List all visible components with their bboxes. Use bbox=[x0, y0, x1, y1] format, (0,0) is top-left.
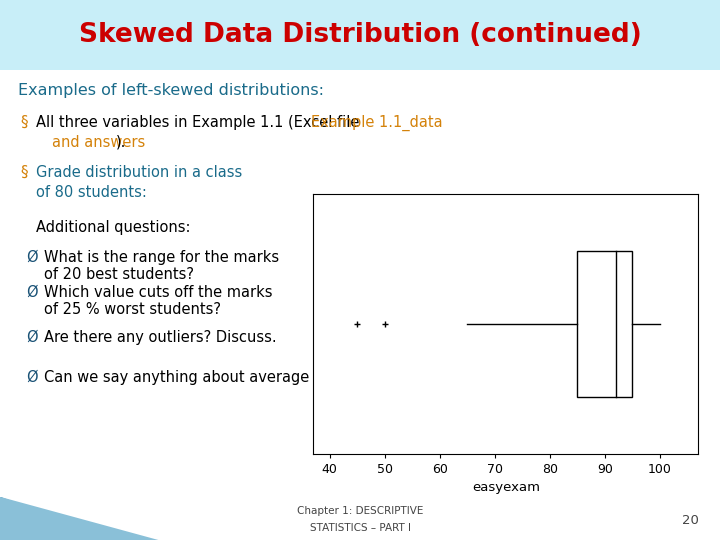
Polygon shape bbox=[0, 497, 63, 540]
Text: Can we say anything about average mark in this exam?: Can we say anything about average mark i… bbox=[44, 370, 454, 385]
Text: What is the range for the marks: What is the range for the marks bbox=[44, 250, 279, 265]
Text: STATISTICS – PART I: STATISTICS – PART I bbox=[310, 523, 410, 533]
Text: Ø: Ø bbox=[26, 330, 37, 345]
Text: Ø: Ø bbox=[26, 370, 37, 385]
X-axis label: easyexam: easyexam bbox=[472, 481, 540, 494]
Text: of 20 best students?: of 20 best students? bbox=[44, 267, 194, 282]
Text: ).: ). bbox=[117, 135, 127, 150]
Polygon shape bbox=[0, 497, 95, 540]
Text: §: § bbox=[20, 115, 27, 130]
Polygon shape bbox=[0, 497, 32, 540]
Text: 20: 20 bbox=[682, 514, 698, 527]
Polygon shape bbox=[0, 497, 127, 540]
Text: Grade distribution in a class: Grade distribution in a class bbox=[36, 165, 242, 180]
Text: Which value cuts off the marks: Which value cuts off the marks bbox=[44, 285, 272, 300]
Text: Ø: Ø bbox=[26, 250, 37, 265]
Text: Ø: Ø bbox=[26, 285, 37, 300]
Text: Chapter 1: DESCRIPTIVE: Chapter 1: DESCRIPTIVE bbox=[297, 505, 423, 516]
Text: Skewed Data Distribution (continued): Skewed Data Distribution (continued) bbox=[78, 22, 642, 48]
Polygon shape bbox=[0, 497, 158, 540]
Text: Are there any outliers? Discuss.: Are there any outliers? Discuss. bbox=[44, 330, 276, 345]
Text: All three variables in Example 1.1 (Excel file: All three variables in Example 1.1 (Exce… bbox=[36, 115, 364, 130]
Text: of 80 students:: of 80 students: bbox=[36, 185, 147, 200]
Text: of 25 % worst students?: of 25 % worst students? bbox=[44, 302, 221, 317]
Bar bbox=[577, 252, 632, 396]
Text: and answers: and answers bbox=[52, 135, 145, 150]
Text: Examples of left-skewed distributions:: Examples of left-skewed distributions: bbox=[18, 83, 324, 98]
Text: Additional questions:: Additional questions: bbox=[36, 220, 191, 235]
Text: Example 1.1_data: Example 1.1_data bbox=[311, 115, 443, 131]
Text: §: § bbox=[20, 165, 27, 180]
